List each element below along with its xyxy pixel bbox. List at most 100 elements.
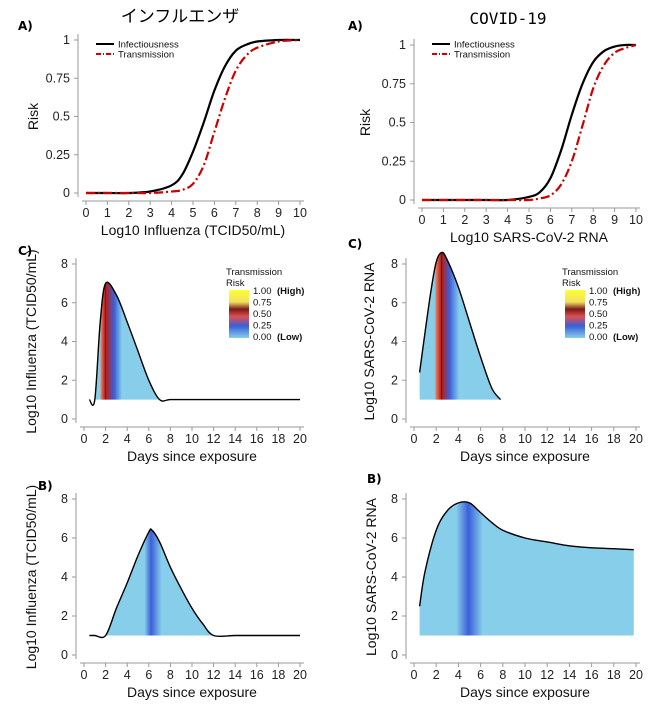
y-tick-label: 2 — [391, 609, 398, 623]
x-tick-label: 6 — [547, 213, 554, 227]
x-tick-label: 14 — [562, 432, 576, 446]
x-tick-label: 8 — [167, 432, 174, 446]
y-tick-label: 8 — [391, 257, 398, 271]
x-tick-label: 0 — [419, 213, 426, 227]
x-tick-label: 8 — [167, 668, 174, 682]
colorbar-high: (High) — [277, 286, 304, 297]
colorbar-label: 0.00 — [589, 332, 608, 343]
legend-entry: Infectiousness — [454, 40, 515, 51]
y-tick-label: 0.25 — [382, 154, 406, 168]
x-tick-label: 20 — [629, 432, 643, 446]
x-tick-label: 10 — [518, 432, 532, 446]
column-title-covid: COVID-19 — [469, 9, 546, 28]
series-line-transmission — [86, 38, 301, 195]
legend-entry: Infectiousness — [118, 40, 179, 51]
legend-entry: Transmission — [118, 50, 174, 61]
x-tick-label: 12 — [207, 668, 221, 682]
colorbar-label: 1.00 — [253, 286, 272, 297]
y-tick-label: 0 — [61, 412, 68, 426]
x-tick-label: 2 — [125, 206, 132, 220]
series-line-transmission — [422, 43, 637, 202]
y-tick-label: 0 — [391, 648, 398, 662]
colorbar-title: Transmission — [226, 267, 282, 278]
colorbar-label: 0.25 — [589, 321, 608, 332]
viral-load-curve — [418, 251, 502, 401]
x-tick-label: 16 — [250, 668, 264, 682]
viral-load-curve — [418, 501, 634, 607]
x-axis-label: Days since exposure — [127, 684, 257, 700]
y-tick-label: 0.25 — [46, 148, 70, 162]
y-tick-label: 6 — [61, 296, 68, 310]
x-tick-label: 10 — [629, 213, 643, 227]
series-line-infectiousness — [86, 38, 301, 195]
risk-area — [419, 501, 634, 636]
x-tick-label: 10 — [185, 432, 199, 446]
colorbar-subtitle: Risk — [562, 278, 581, 289]
x-tick-label: 0 — [81, 668, 88, 682]
x-tick-label: 18 — [607, 432, 621, 446]
y-tick-label: 0.75 — [382, 77, 406, 91]
y-tick-label: 6 — [391, 531, 398, 545]
x-axis-label: Log10 Influenza (TCID50/mL) — [101, 222, 285, 238]
x-tick-label: 16 — [585, 668, 599, 682]
column-title-influenza: インフルエンザ — [121, 7, 240, 27]
y-axis-label: Risk — [357, 108, 373, 136]
colorbar-title: Transmission — [562, 267, 618, 278]
x-tick-label: 3 — [483, 213, 490, 227]
x-tick-label: 4 — [124, 668, 131, 682]
x-tick-label: 12 — [207, 432, 221, 446]
x-tick-label: 5 — [190, 206, 197, 220]
x-tick-label: 14 — [228, 668, 242, 682]
x-tick-label: 8 — [499, 668, 506, 682]
x-tick-label: 0 — [83, 206, 90, 220]
x-tick-label: 9 — [611, 213, 618, 227]
x-tick-label: 4 — [168, 206, 175, 220]
panel-label: B) — [367, 472, 382, 486]
y-tick-label: 8 — [391, 492, 398, 506]
y-tick-label: 0 — [61, 648, 68, 662]
x-tick-label: 10 — [293, 206, 307, 220]
colorbar-label: 0.25 — [253, 321, 272, 332]
x-axis-label: Log10 SARS-CoV-2 RNA — [450, 229, 609, 245]
colorbar-high: (High) — [613, 286, 640, 297]
y-tick-label: 8 — [61, 257, 68, 271]
x-tick-label: 1 — [104, 206, 111, 220]
panel-label: A) — [18, 19, 33, 33]
x-tick-label: 10 — [518, 668, 532, 682]
x-tick-label: 20 — [293, 432, 307, 446]
x-tick-label: 10 — [185, 668, 199, 682]
x-tick-label: 0 — [81, 432, 88, 446]
x-tick-label: 4 — [455, 432, 462, 446]
x-tick-label: 6 — [145, 668, 152, 682]
y-tick-label: 6 — [61, 531, 68, 545]
y-tick-label: 2 — [391, 373, 398, 387]
colorbar-swatch — [229, 290, 249, 338]
x-axis-label: Days since exposure — [460, 684, 590, 700]
x-tick-label: 18 — [271, 432, 285, 446]
x-tick-label: 12 — [540, 432, 554, 446]
y-axis-label: Log10 Influenza (TCID50/mL) — [23, 249, 39, 433]
x-tick-label: 14 — [228, 432, 242, 446]
y-axis-label: Log10 SARS-CoV-2 RNA — [361, 262, 377, 421]
x-tick-label: 20 — [629, 668, 643, 682]
panel-label: C) — [348, 237, 362, 251]
x-tick-label: 8 — [254, 206, 261, 220]
viral-load-curve — [89, 528, 300, 639]
y-tick-label: 0.5 — [53, 110, 70, 124]
x-tick-label: 4 — [504, 213, 511, 227]
chart-covid_b: 0 2 4 6 8 10 12 14 16 18 20 0 2 4 6 8 Days since exposur… — [363, 472, 643, 700]
x-tick-label: 2 — [102, 668, 109, 682]
y-tick-label: 1 — [399, 38, 406, 52]
y-tick-label: 4 — [391, 335, 398, 349]
x-tick-label: 8 — [499, 432, 506, 446]
y-tick-label: 4 — [61, 570, 68, 584]
colorbar-label: 0.50 — [253, 309, 272, 320]
x-tick-label: 6 — [211, 206, 218, 220]
risk-area — [94, 282, 160, 400]
